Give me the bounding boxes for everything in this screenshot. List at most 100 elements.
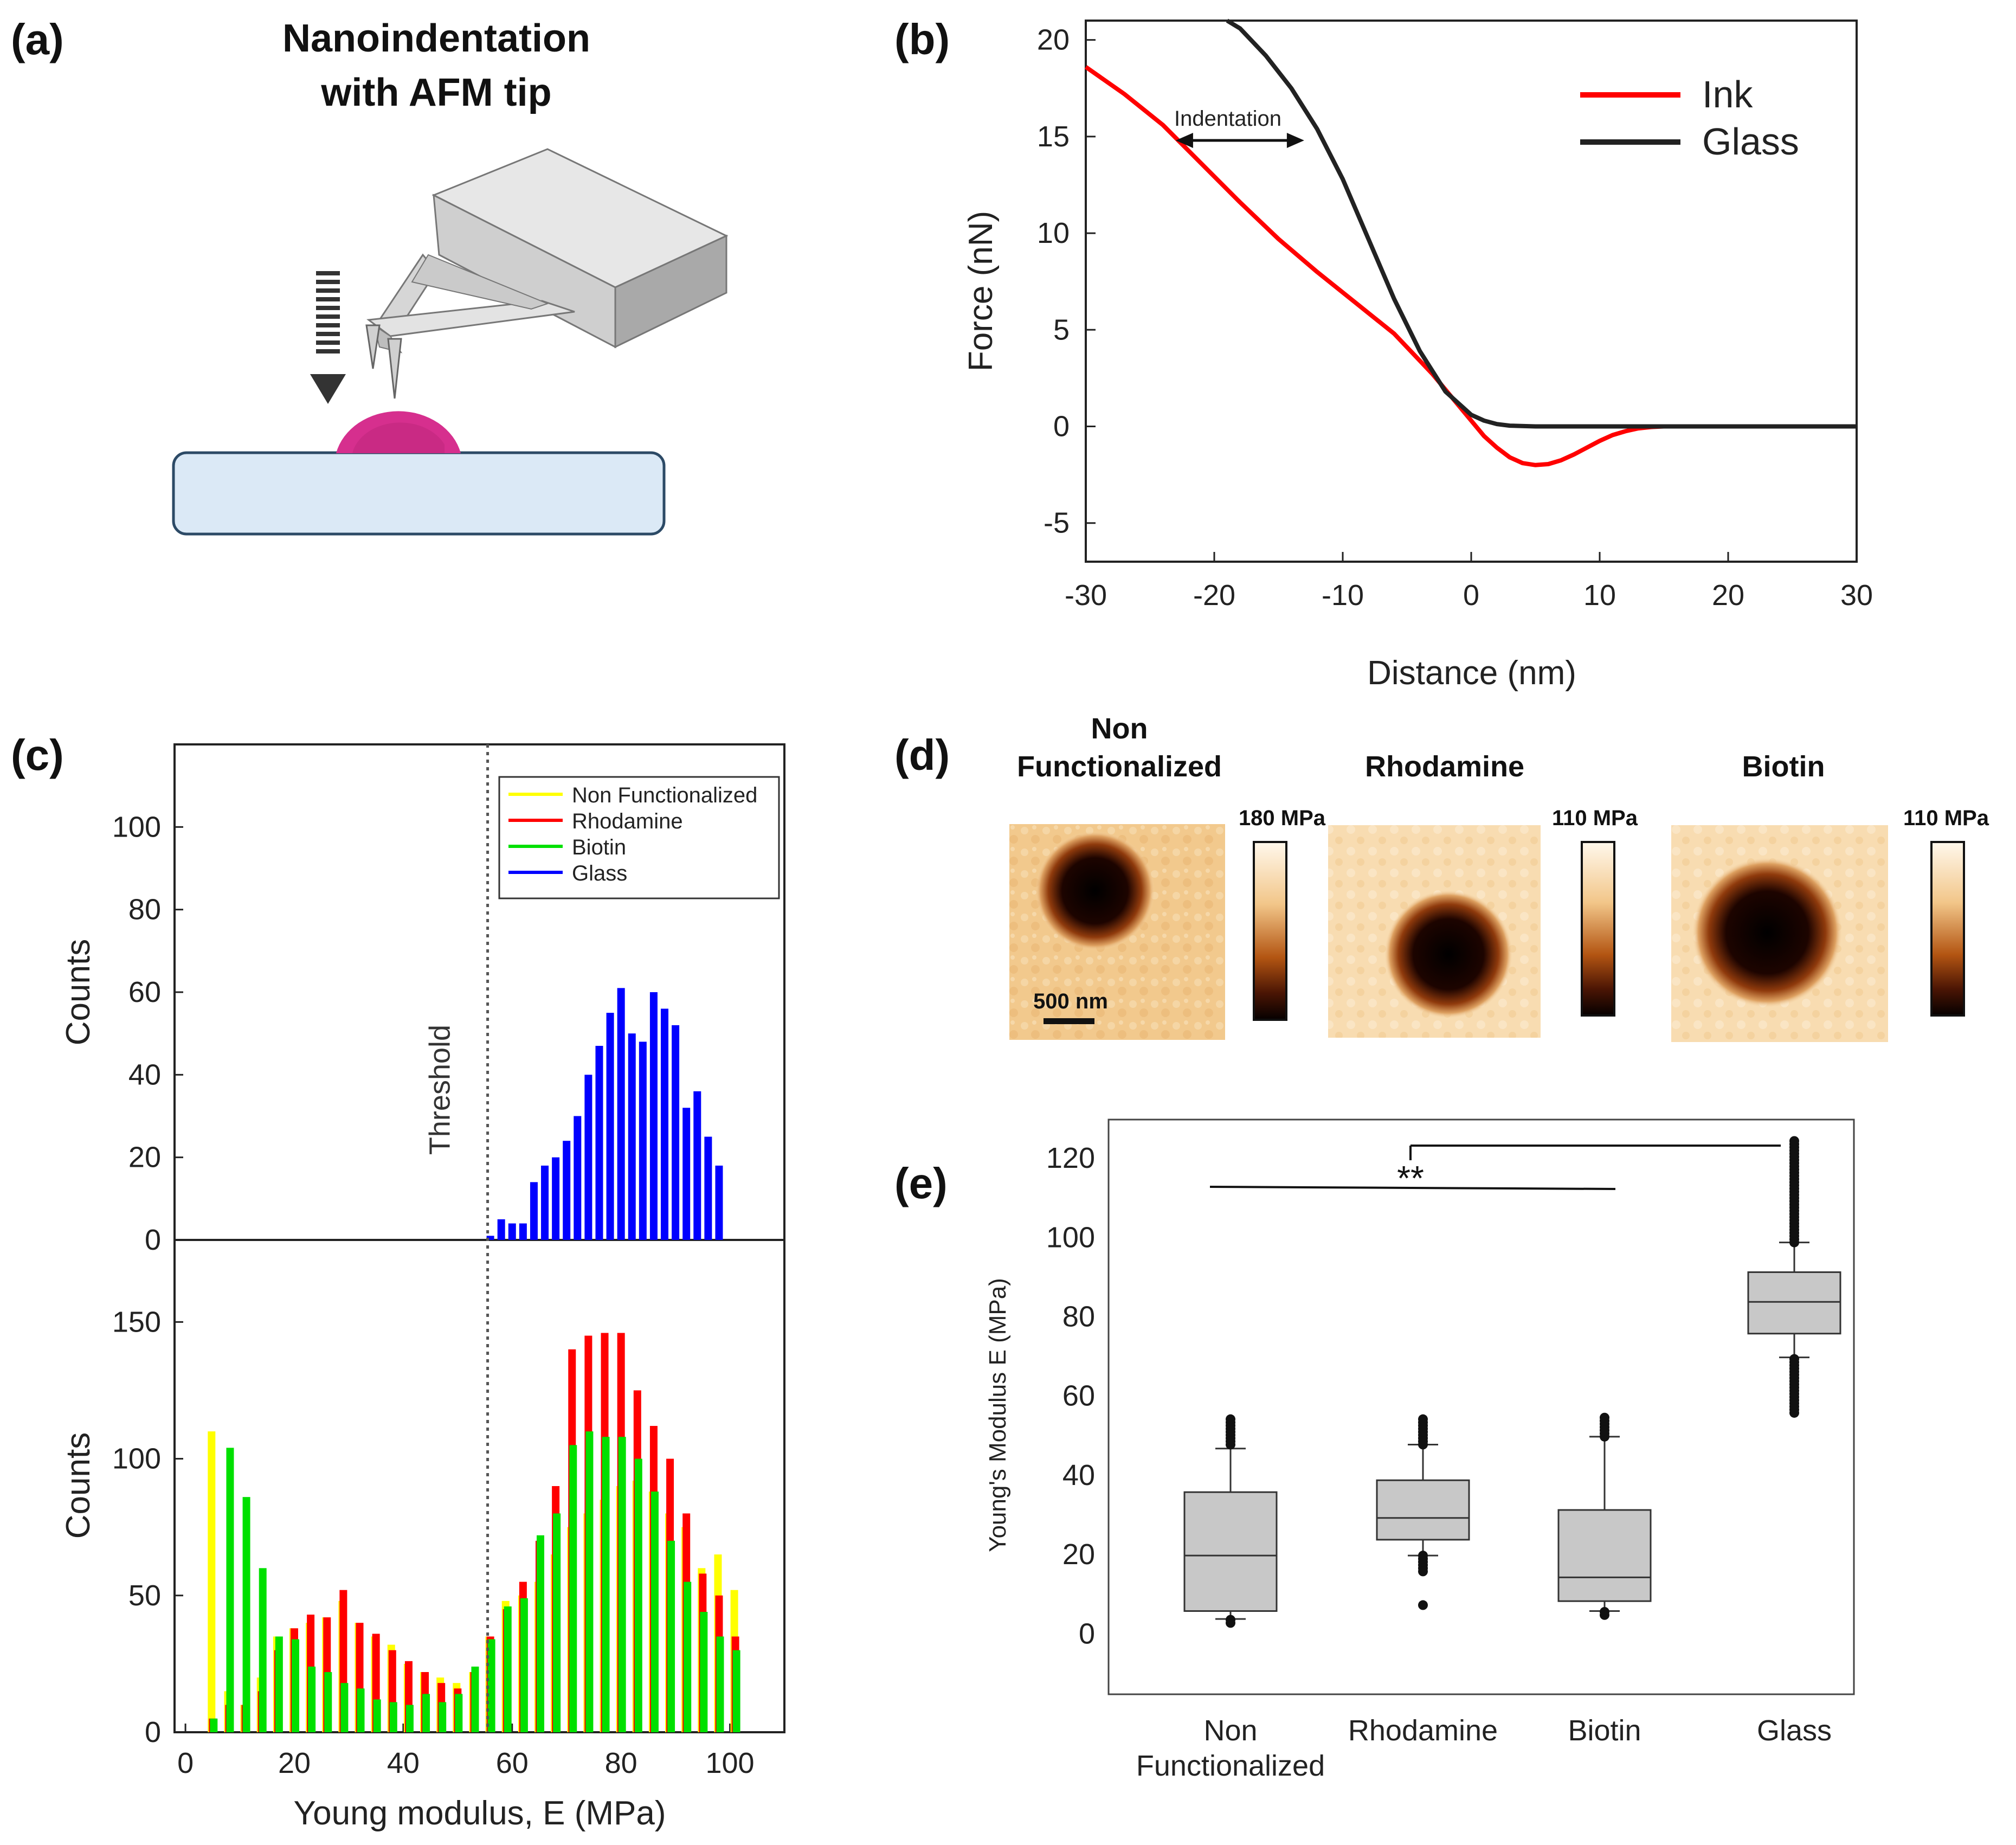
bar-biotin xyxy=(242,1497,250,1732)
bar-biotin xyxy=(569,1445,577,1732)
bar-glass xyxy=(628,1033,636,1240)
bar-biotin xyxy=(422,1694,430,1732)
indentation-annotation: Indentation xyxy=(1174,107,1304,148)
y-tick-label: 60 xyxy=(1062,1380,1095,1412)
bar-biotin xyxy=(324,1672,332,1732)
chart-b-xlabel: Distance (nm) xyxy=(1367,654,1576,692)
afm-cantilever-icon xyxy=(172,148,729,536)
bar-biotin xyxy=(210,1718,218,1732)
box-rhodamine: Rhodamine xyxy=(1348,1414,1498,1747)
y-tick-label: 120 xyxy=(1046,1142,1095,1174)
legend-glass-label: Glass xyxy=(1702,120,1799,163)
chart-c-bottom-ylabel: Counts xyxy=(60,1432,97,1539)
colorbar-3-max: 110 MPa xyxy=(1903,806,1989,830)
map-1-title-line1: Non xyxy=(1091,712,1148,745)
map-2-ink-spot xyxy=(1384,890,1512,1018)
bar-glass xyxy=(682,1108,691,1240)
chart-c-bottom-bars xyxy=(208,1333,740,1732)
category-label: Biotin xyxy=(1568,1714,1641,1747)
bar-biotin xyxy=(504,1606,512,1732)
bar-biotin xyxy=(700,1612,708,1732)
x-tick-label: 0 xyxy=(1463,579,1479,612)
y-tick-label: 50 xyxy=(128,1579,161,1612)
chart-e-ticks: 0 20 40 60 80 100 120 xyxy=(1046,1142,1095,1650)
bar-glass xyxy=(704,1136,712,1240)
bar-biotin xyxy=(634,1458,642,1732)
bar-glass xyxy=(639,1042,647,1240)
y-tick-label: 20 xyxy=(1062,1538,1095,1571)
y-tick-label: 60 xyxy=(128,976,161,1008)
chart-e-ylabel: Young's Modulus E (MPa) xyxy=(984,1278,1011,1552)
bar-biotin xyxy=(405,1705,414,1732)
bar-glass xyxy=(672,1025,680,1240)
y-tick-label: -5 xyxy=(1044,507,1070,539)
box-iqr xyxy=(1747,1271,1841,1335)
bar-glass xyxy=(541,1165,549,1240)
significance-stars: ** xyxy=(1397,1159,1424,1198)
colorbar-2-max: 110 MPa xyxy=(1552,806,1638,830)
panel-d: (d) Non Functionalized 500 nm 180 MPa Rh… xyxy=(894,712,1989,1042)
map-nonfunctionalized: Non Functionalized 500 nm 180 MPa xyxy=(1009,712,1326,1040)
y-tick-label: 0 xyxy=(145,1224,161,1256)
y-tick-label: 100 xyxy=(112,811,161,843)
box-iqr xyxy=(1183,1491,1278,1612)
bar-glass xyxy=(584,1075,592,1240)
bar-biotin xyxy=(226,1448,234,1732)
x-tick-label: -20 xyxy=(1193,579,1235,612)
chart-c-top-bars xyxy=(486,988,723,1240)
y-tick-label: 80 xyxy=(1062,1301,1095,1333)
bar-biotin xyxy=(357,1688,365,1732)
x-tick-label: -30 xyxy=(1065,579,1107,612)
y-tick-label: 100 xyxy=(1046,1221,1095,1253)
y-tick-label: 0 xyxy=(1053,410,1070,443)
bar-glass xyxy=(649,992,658,1240)
panel-label-e: (e) xyxy=(894,1159,948,1207)
outlier-point xyxy=(1226,1414,1235,1424)
bar-biotin xyxy=(340,1683,349,1732)
panel-a-title-line1: Nanoindentation xyxy=(282,17,590,60)
outlier-point xyxy=(1226,1615,1235,1625)
map-2-title: Rhodamine xyxy=(1365,750,1524,783)
y-tick-label: 0 xyxy=(1079,1617,1095,1650)
bar-biotin xyxy=(585,1431,594,1732)
bar-biotin xyxy=(667,1540,675,1732)
panel-c: (c) 0 20 40 60 80 100 0 50 100 150 0 20 40 60 80 100 Th… xyxy=(11,731,785,1832)
y-tick-label: 150 xyxy=(112,1306,161,1338)
scalebar-label: 500 nm xyxy=(1033,989,1108,1013)
panel-a-title-line2: with AFM tip xyxy=(320,71,551,114)
y-tick-label: 20 xyxy=(1037,24,1070,56)
outlier-point xyxy=(1418,1414,1428,1424)
bar-glass xyxy=(486,1236,494,1240)
y-tick-label: 40 xyxy=(1062,1459,1095,1492)
y-tick-label: 10 xyxy=(1037,217,1070,249)
x-tick-label: 10 xyxy=(1583,579,1616,612)
y-tick-label: 100 xyxy=(112,1443,161,1475)
bar-biotin xyxy=(618,1437,626,1732)
bar-glass xyxy=(552,1157,560,1240)
colorbar-1-max: 180 MPa xyxy=(1239,806,1326,830)
chart-c-legend: Non Functionalized Rhodamine Biotin Glas… xyxy=(498,776,780,899)
panel-label-c: (c) xyxy=(11,731,64,779)
map-3-ink-spot xyxy=(1692,858,1842,1007)
colorbar-2 xyxy=(1581,841,1615,1017)
y-tick-label: 40 xyxy=(128,1058,161,1091)
bar-glass xyxy=(661,1008,669,1240)
outlier-point xyxy=(1789,1136,1799,1146)
bar-glass xyxy=(715,1165,723,1240)
panel-a: (a) Nanoindentation with AFM tip xyxy=(11,15,729,536)
bar-biotin xyxy=(259,1568,267,1732)
bar-glass xyxy=(563,1141,571,1240)
indentation-label: Indentation xyxy=(1174,107,1281,131)
panel-label-a: (a) xyxy=(11,15,64,63)
chart-c-top-ylabel: Counts xyxy=(60,939,97,1045)
y-tick-label: 20 xyxy=(128,1141,161,1174)
legend-nonfunc-label: Non Functionalized xyxy=(572,783,757,807)
bar-biotin xyxy=(684,1582,692,1732)
panel-label-d: (d) xyxy=(894,731,950,779)
outlier-point xyxy=(1418,1600,1428,1610)
box-biotin: Biotin xyxy=(1557,1412,1652,1747)
bar-biotin xyxy=(536,1535,544,1732)
